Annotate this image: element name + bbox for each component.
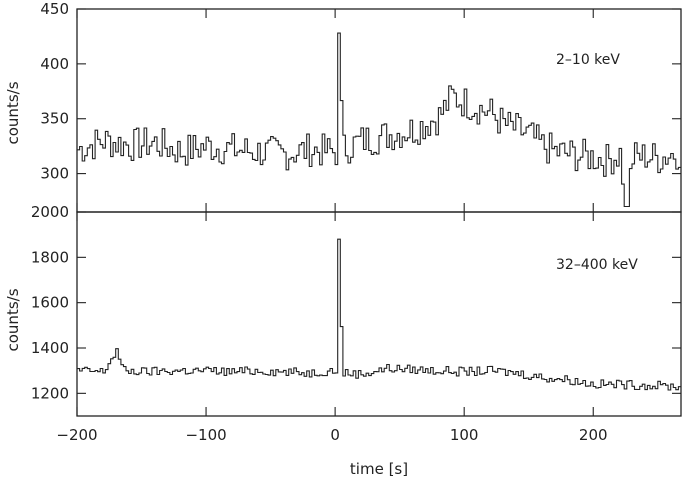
bottom-y-tick-label: 2000 (31, 203, 69, 221)
top-panel-y-tick-labels: 300 350 400 450 (40, 0, 69, 183)
top-panel-ticks (76, 8, 681, 212)
top-panel: 300 350 400 450 2–10 keV counts/s (4, 0, 682, 213)
x-tick-label: −200 (56, 426, 97, 444)
bottom-y-tick-label: 1800 (31, 248, 69, 266)
x-tick-label: 100 (450, 426, 479, 444)
x-axis-label: time [s] (350, 460, 408, 478)
x-tick-label: 0 (330, 426, 340, 444)
top-panel-y-axis-label: counts/s (4, 81, 22, 144)
bottom-panel-y-tick-labels: 1200 1400 1600 1800 2000 (31, 203, 69, 402)
bottom-y-tick-label: 1400 (31, 339, 69, 357)
top-panel-band-label: 2–10 keV (556, 52, 620, 68)
bottom-panel-ticks (76, 211, 681, 416)
bottom-panel-frame (76, 211, 682, 417)
bottom-y-tick-label: 1600 (31, 294, 69, 312)
bottom-y-tick-label: 1200 (31, 384, 69, 402)
top-y-tick-label: 350 (40, 110, 69, 128)
top-y-tick-label: 450 (40, 0, 69, 18)
top-panel-frame (76, 8, 682, 213)
top-y-tick-label: 300 (40, 165, 69, 183)
bottom-panel: 1200 1400 1600 1800 2000 −200 −100 0 100 200 32–… (4, 203, 682, 478)
bottom-panel-band-label: 32–400 keV (556, 257, 638, 273)
bottom-panel-y-axis-label: counts/s (4, 288, 22, 351)
x-tick-label: −100 (185, 426, 226, 444)
top-light-curve (77, 32, 681, 208)
x-tick-label: 200 (579, 426, 608, 444)
bottom-panel-x-tick-labels: −200 −100 0 100 200 (56, 426, 607, 444)
bottom-panel-series (77, 238, 681, 391)
top-y-tick-label: 400 (40, 55, 69, 73)
bottom-light-curve (77, 238, 681, 391)
top-panel-series (77, 32, 681, 208)
